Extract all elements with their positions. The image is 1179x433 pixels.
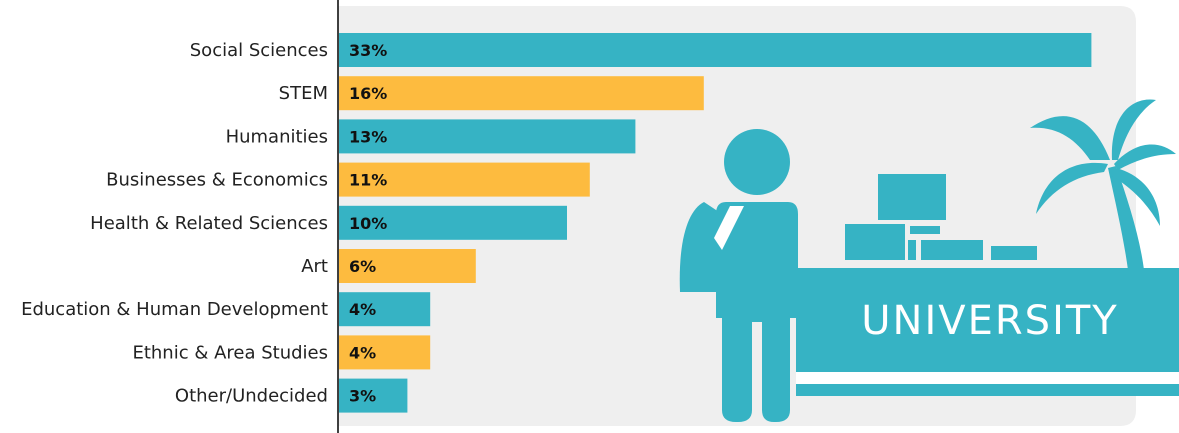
university-sign-text: UNIVERSITY (861, 298, 1118, 344)
value-label: 33% (349, 41, 387, 60)
value-label: 3% (349, 387, 376, 406)
university-building-icon (796, 174, 1179, 396)
category-label: STEM (279, 83, 328, 104)
bar-businesses-economics (339, 162, 590, 197)
category-label: Other/Undecided (175, 386, 328, 407)
category-label: Humanities (226, 126, 328, 147)
bar-art (339, 249, 476, 283)
value-label: 6% (349, 257, 376, 276)
bar-social-sciences (339, 33, 1092, 67)
university-illustration: UNIVERSITY (338, 6, 1179, 426)
bar-other-undecided (339, 378, 408, 413)
value-label: 4% (349, 343, 376, 362)
bar-humanities (339, 119, 636, 154)
category-label: Health & Related Sciences (90, 213, 328, 234)
value-label: 13% (349, 127, 387, 146)
category-label: Education & Human Development (21, 299, 328, 320)
student-with-backpack-icon (679, 129, 798, 422)
value-label: 11% (349, 171, 387, 190)
category-label: Ethnic & Area Studies (132, 342, 328, 363)
bars-group: Social Sciences 33% STEM 16% Humanities 13% Bu… (21, 33, 1092, 413)
category-label: Art (301, 256, 328, 277)
bar-health-related-sciences (339, 205, 567, 240)
value-label: 16% (349, 84, 387, 103)
value-label: 4% (349, 300, 376, 319)
bar-ethnic-area-studies (339, 335, 431, 370)
category-label: Social Sciences (190, 40, 328, 61)
category-label: Businesses & Economics (106, 170, 328, 191)
bar-education-human-development (339, 292, 431, 327)
bar-stem (339, 76, 704, 111)
value-label: 10% (349, 214, 387, 233)
palm-tree-icon (1030, 99, 1176, 270)
